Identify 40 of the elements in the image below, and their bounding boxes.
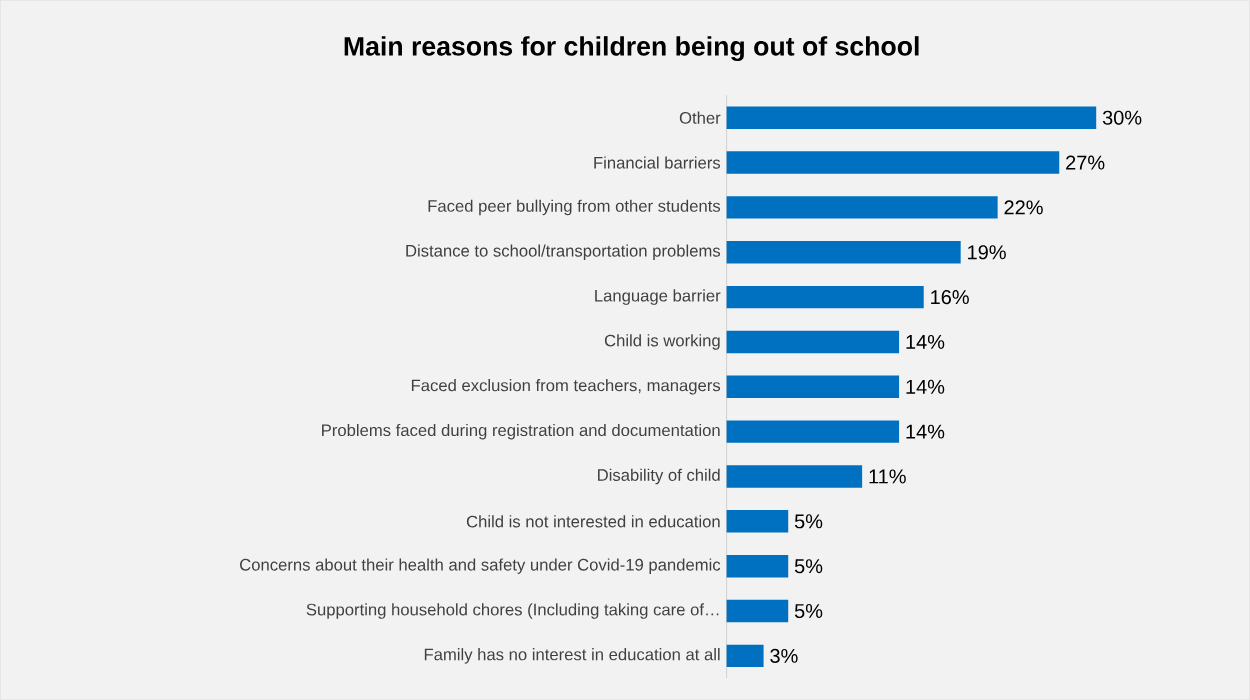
data-label: 27%	[1066, 155, 1105, 170]
bar	[726, 196, 998, 219]
y-tick-label: Disability of child	[598, 468, 720, 485]
data-label: 14%	[906, 379, 945, 394]
y-tick-label: Language barrier	[595, 289, 721, 305]
bar	[726, 375, 900, 398]
bar	[726, 644, 764, 667]
data-label: 22%	[1004, 200, 1043, 215]
bar	[726, 465, 863, 488]
y-tick-label: Faced peer bullying from other students	[428, 199, 721, 216]
data-label: 5%	[794, 559, 823, 574]
data-label: 30%	[1102, 110, 1142, 125]
bar	[726, 330, 900, 354]
bar	[726, 285, 924, 309]
y-tick-label: Concerns about their health and safety under Covid-19 pandemic	[240, 558, 721, 574]
y-tick-label: Other	[679, 111, 721, 124]
data-label: 16%	[931, 289, 969, 305]
bar	[726, 420, 900, 443]
bar	[726, 509, 789, 533]
bar	[726, 151, 1060, 174]
data-label: 5%	[794, 603, 823, 618]
data-label: 11%	[869, 469, 906, 484]
data-label: 5%	[794, 514, 823, 529]
bar	[726, 554, 789, 578]
data-label: 19%	[968, 245, 1006, 260]
data-label: 14%	[906, 424, 945, 439]
y-tick-label: Problems faced during registration and documentation	[322, 423, 720, 440]
y-tick-label: Faced exclusion from teachers, managers	[411, 378, 721, 395]
chart-title: Main reasons for children being out of school	[344, 36, 919, 61]
bar	[726, 240, 961, 264]
y-tick-label: Child is not interested in education	[466, 515, 720, 528]
y-tick-label: Supporting household chores (Including taking care of…	[306, 603, 719, 619]
y-tick-label: Family has no interest in education at all	[424, 647, 720, 664]
bar	[726, 599, 789, 623]
y-tick-label: Child is working	[604, 334, 720, 350]
data-label: 14%	[906, 334, 945, 349]
bar	[726, 106, 1097, 129]
y-tick-label: Distance to school/transportation problems	[406, 244, 721, 260]
data-label: 3%	[770, 648, 798, 663]
y-tick-label: Financial barriers	[594, 156, 721, 169]
